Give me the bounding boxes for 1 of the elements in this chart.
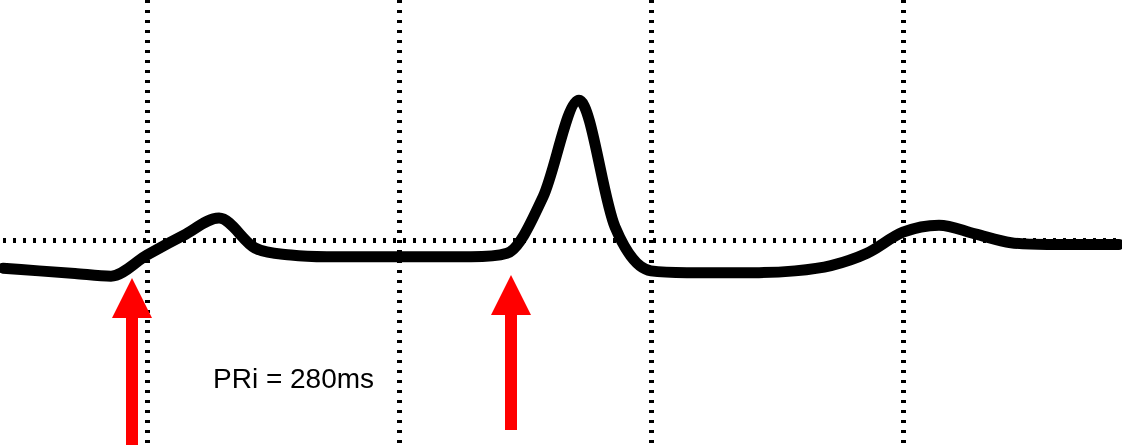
text: PRi = 280ms bbox=[213, 363, 375, 395]
